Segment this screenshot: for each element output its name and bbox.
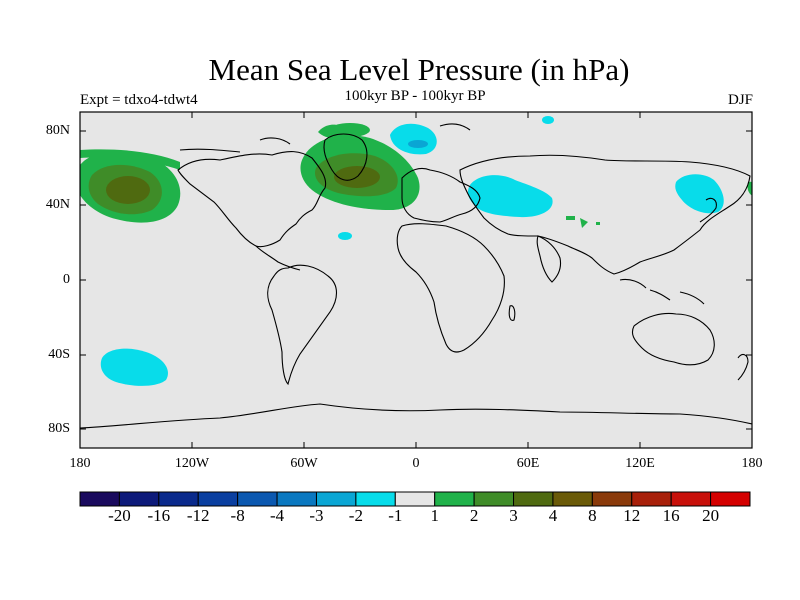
colorbar-label: -1 bbox=[388, 506, 403, 525]
chart-title: Mean Sea Level Pressure (in hPa) bbox=[208, 52, 630, 87]
colorbar-label: -12 bbox=[186, 506, 210, 525]
x-ticks bbox=[79, 112, 753, 448]
colorbar-label: -4 bbox=[269, 506, 285, 525]
season-label: DJF bbox=[727, 92, 753, 108]
colorbar-box bbox=[670, 491, 712, 507]
colorbar-box bbox=[631, 491, 672, 507]
colorbar-label: -20 bbox=[108, 506, 131, 525]
x-tick-label: 0 bbox=[412, 456, 420, 471]
colorbar-label: -2 bbox=[348, 506, 363, 525]
colorbar-box bbox=[237, 491, 278, 507]
colorbar-box bbox=[118, 491, 160, 507]
colorbar-label: 3 bbox=[509, 506, 518, 525]
y-tick-label: 40S bbox=[48, 347, 70, 362]
x-tick-label: 60W bbox=[290, 456, 318, 471]
x-tick-label: 60E bbox=[516, 456, 540, 471]
y-tick-label: 80S bbox=[48, 421, 70, 436]
anomaly-eurasia bbox=[467, 175, 600, 228]
colorbar-box bbox=[79, 491, 120, 507]
colorbar-label: -16 bbox=[147, 506, 171, 525]
colorbar-label: 20 bbox=[702, 506, 720, 525]
colorbar-label: 16 bbox=[662, 506, 680, 525]
colorbar-label: -8 bbox=[230, 506, 245, 525]
colorbar-box bbox=[158, 491, 199, 507]
anomaly-north-pacific bbox=[80, 149, 181, 223]
y-tick-label: 80N bbox=[45, 123, 70, 138]
colorbar-label: 8 bbox=[588, 506, 597, 525]
y-ticks bbox=[80, 130, 752, 430]
colorbar-box bbox=[552, 491, 593, 507]
colorbar-box bbox=[315, 491, 357, 507]
colorbar-label: 1 bbox=[430, 506, 439, 525]
colorbar-box bbox=[197, 491, 239, 507]
anomaly-nw-pacific bbox=[675, 174, 752, 214]
anomaly-arctic bbox=[390, 116, 554, 155]
y-tick-label: 0 bbox=[63, 272, 70, 287]
colorbar-label: 4 bbox=[548, 506, 558, 525]
y-tick-label: 40N bbox=[45, 197, 70, 212]
map-background bbox=[80, 112, 752, 448]
x-tick-label: 120E bbox=[625, 456, 655, 471]
colorbar-label: -3 bbox=[309, 506, 324, 525]
coastlines bbox=[80, 123, 752, 429]
colorbar-box bbox=[276, 491, 317, 507]
colorbar-box bbox=[355, 491, 396, 507]
subtitle: 100kyr BP - 100kyr BP bbox=[344, 88, 486, 104]
colorbar-box bbox=[473, 491, 515, 507]
x-tick-label: 180 bbox=[69, 456, 91, 471]
experiment-label: Expt = tdxo4-tdwt4 bbox=[80, 92, 198, 108]
x-tick-label: 180 bbox=[741, 456, 763, 471]
colorbar-box bbox=[434, 491, 475, 507]
colorbar-label: 2 bbox=[469, 506, 479, 525]
colorbar-box bbox=[513, 491, 554, 507]
anomaly-south-pacific bbox=[100, 348, 168, 386]
colorbar-label: 12 bbox=[623, 506, 641, 525]
colorbar-box bbox=[710, 491, 751, 507]
colorbar-box bbox=[394, 491, 436, 507]
x-tick-label: 120W bbox=[174, 456, 210, 471]
colorbar-box bbox=[591, 491, 633, 507]
